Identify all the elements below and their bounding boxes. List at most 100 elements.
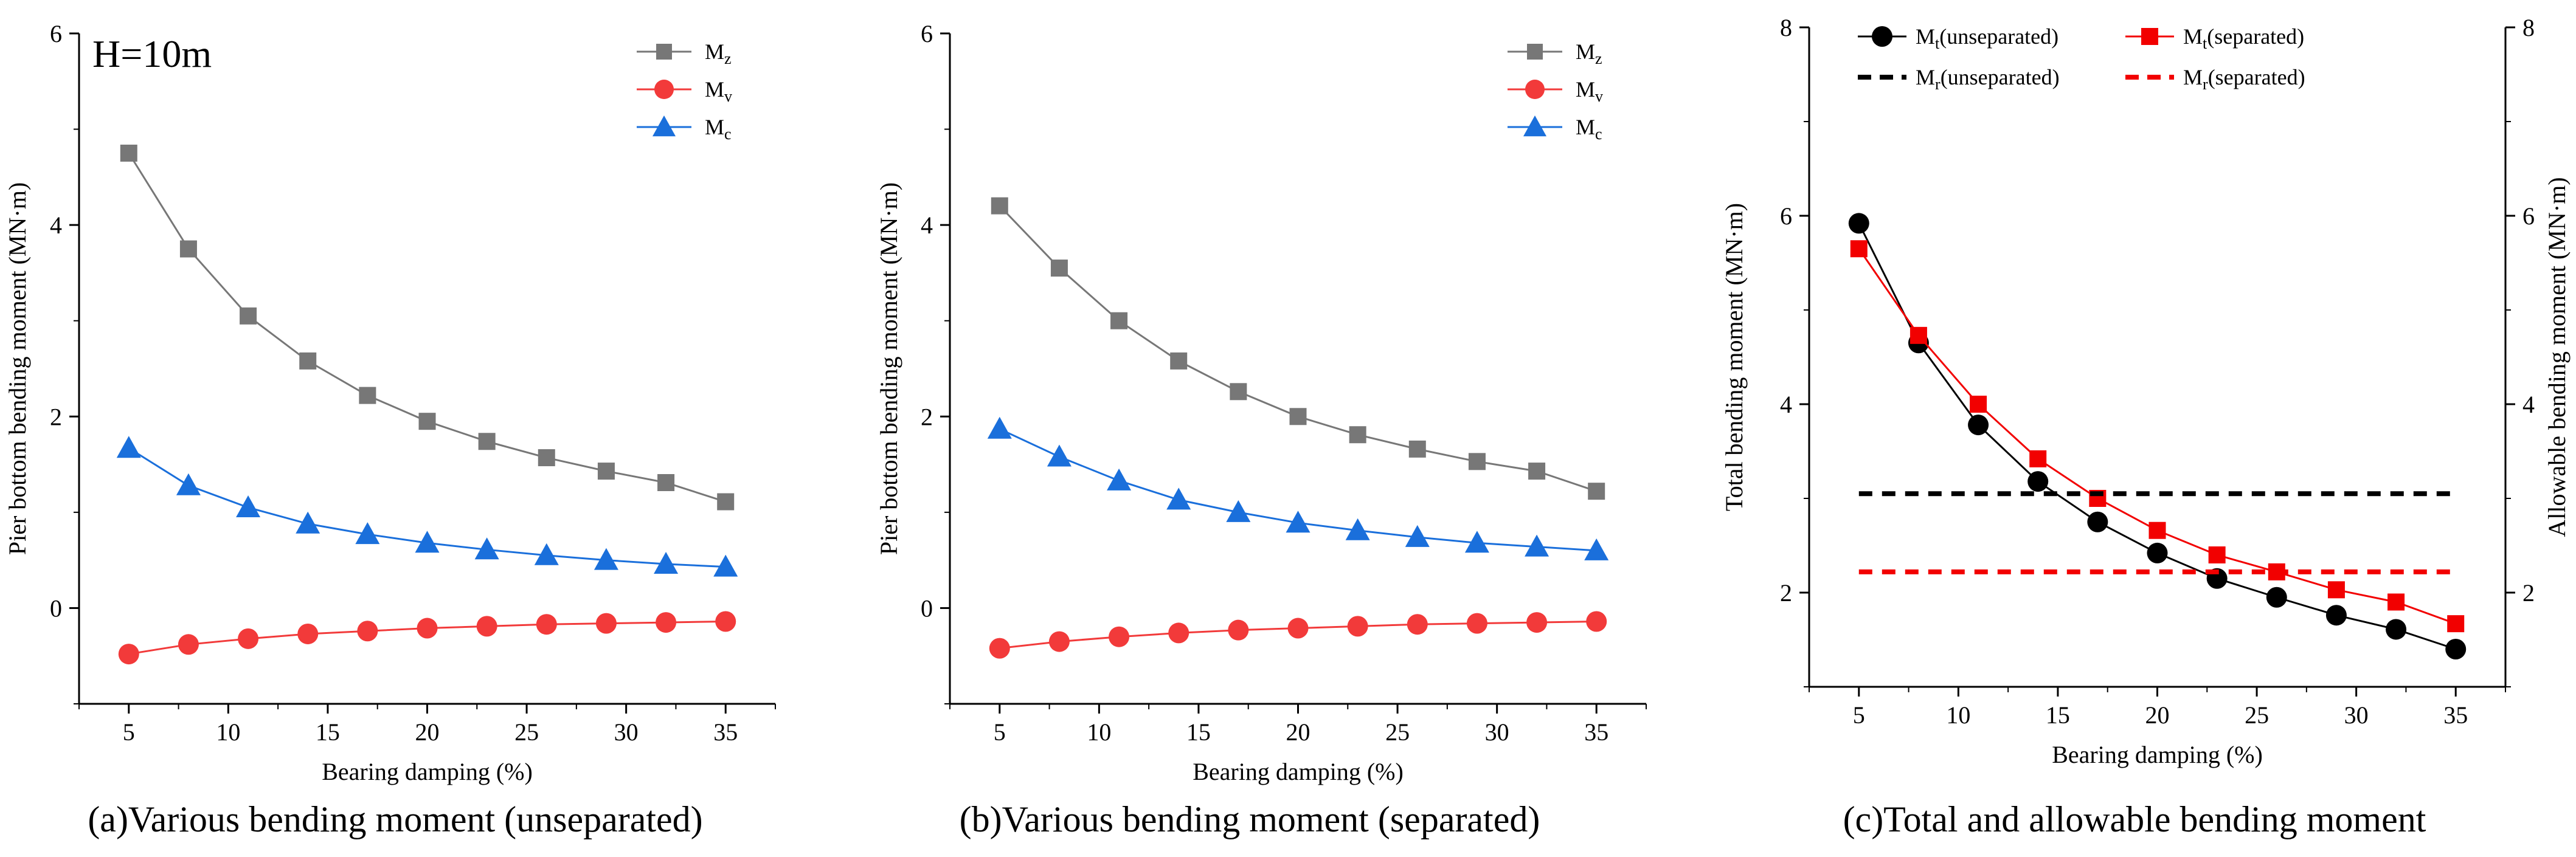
x-tick-label: 30	[614, 718, 639, 746]
series-c	[987, 416, 1609, 560]
series-line	[1858, 222, 2456, 650]
legend-label-main: M	[1576, 40, 1595, 64]
data-point	[1230, 383, 1247, 401]
y2-axis-title: Allowable bending moment (MN·m)	[2543, 177, 2571, 537]
data-point	[2087, 511, 2108, 532]
legend-label-main: M	[1916, 24, 1935, 49]
data-point	[1048, 631, 1070, 652]
x-tick-label: 25	[2245, 701, 2269, 729]
legend-label-main: M	[705, 40, 724, 64]
data-point	[2208, 546, 2226, 563]
legend-label-main: M	[2183, 65, 2203, 89]
data-point	[654, 551, 679, 574]
x-tick-label: 10	[1946, 701, 1970, 729]
chart-a: 5 10 15 20 25 30 35 0 2 4 6 Bearing damping (%) Pier…	[4, 20, 776, 839]
legend-label-subscript: z	[1595, 50, 1602, 67]
data-point	[656, 612, 677, 633]
x-tick-label: 20	[415, 718, 440, 746]
data-point	[2327, 581, 2345, 599]
data-point	[1466, 613, 1487, 634]
data-point	[1407, 614, 1428, 635]
data-point	[418, 413, 436, 430]
data-point	[2266, 587, 2287, 608]
y2-tick-label: 2	[2522, 579, 2535, 607]
legend-label: Mt(unseparated)	[1916, 24, 2058, 52]
data-point	[1287, 618, 1309, 639]
series-z	[120, 144, 735, 511]
data-point	[1228, 619, 1249, 641]
data-point	[238, 628, 259, 649]
y-tick-label: 2	[50, 403, 62, 430]
legend-marker	[1872, 26, 1892, 47]
data-point	[1050, 260, 1068, 277]
legend-label-subscript: v	[1595, 88, 1603, 105]
x-axis-title: Bearing damping (%)	[2052, 741, 2263, 768]
y-tick-label: 6	[1780, 202, 1792, 230]
legend-marker	[656, 44, 672, 60]
x-tick-label: 35	[713, 718, 738, 746]
data-point	[2027, 471, 2049, 492]
series-v	[989, 611, 1607, 659]
data-point	[240, 307, 257, 325]
chart-caption: (b)Various bending moment (separated)	[960, 799, 1540, 839]
data-point	[476, 616, 497, 637]
y-tick-label: 0	[50, 594, 62, 622]
legend-label: Mz	[705, 40, 732, 67]
series-line	[1858, 248, 2456, 625]
legend-marker	[653, 115, 676, 137]
x-tick-label: 25	[1385, 718, 1410, 746]
legend-label: Mr(unseparated)	[1916, 65, 2060, 93]
data-point	[1528, 463, 1546, 480]
legend-label-main: M	[1916, 65, 1935, 89]
legend-label-suffix: (unseparated)	[1939, 24, 2058, 49]
chart-caption: (c)Total and allowable bending moment	[1843, 799, 2426, 839]
data-point	[2445, 639, 2467, 659]
data-point	[1047, 444, 1072, 467]
legend-label-main: M	[1576, 115, 1595, 139]
series-tunseparated	[1848, 213, 2467, 659]
y2-tick-label: 8	[2522, 14, 2535, 41]
legend: Mt(unseparated) Mt(separated)Mr(unseparat…	[1858, 24, 2305, 93]
x-tick-label: 25	[514, 718, 539, 746]
data-point	[538, 449, 555, 467]
data-point	[176, 473, 201, 495]
series-line	[999, 205, 1597, 492]
data-point	[2447, 615, 2465, 633]
x-tick-label: 20	[2145, 701, 2170, 729]
legend-label-subscript: r	[1935, 75, 1941, 93]
data-point	[1349, 426, 1366, 444]
data-point	[534, 543, 559, 565]
data-point	[2387, 593, 2405, 611]
legend-marker	[1523, 115, 1546, 137]
x-tick-label: 20	[1286, 718, 1311, 746]
series-tseparated	[1850, 240, 2465, 633]
y-tick-label: 4	[921, 212, 933, 239]
data-point	[179, 240, 197, 258]
x-tick-label: 5	[994, 718, 1006, 746]
data-point	[357, 621, 378, 642]
data-point	[2386, 619, 2407, 640]
legend-marker	[654, 80, 674, 99]
legend-label-subscript: r	[2203, 75, 2208, 93]
legend-label-subscript: z	[724, 50, 732, 67]
series-z	[991, 197, 1605, 500]
data-point	[236, 495, 261, 517]
x-tick-label: 15	[316, 718, 340, 746]
y-tick-label: 4	[50, 212, 62, 239]
legend-label: Mv	[1576, 77, 1603, 105]
x-tick-label: 5	[123, 718, 135, 746]
data-point	[355, 522, 380, 545]
series-v	[118, 611, 736, 665]
x-axis-title: Bearing damping (%)	[322, 758, 533, 785]
data-point	[1968, 415, 1989, 436]
data-point	[987, 416, 1012, 439]
y-tick-label: 2	[921, 403, 933, 430]
data-point	[2325, 605, 2347, 626]
data-point	[118, 644, 139, 665]
data-point	[417, 618, 438, 639]
data-point	[1110, 312, 1128, 329]
y-tick-label: 6	[50, 20, 62, 47]
